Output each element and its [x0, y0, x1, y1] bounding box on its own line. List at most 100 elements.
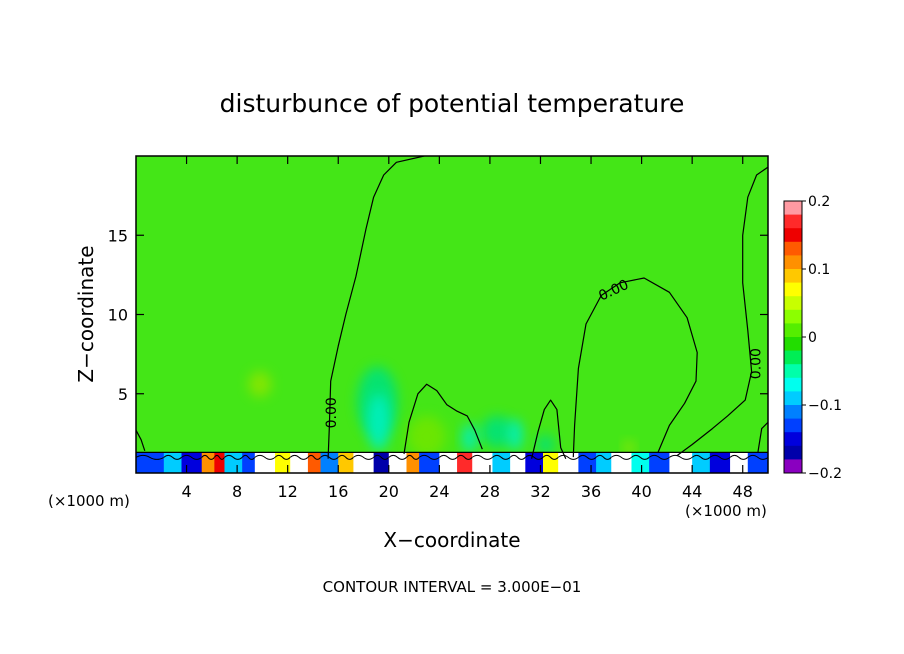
surface-cell: [353, 452, 375, 473]
surface-contour: [320, 454, 339, 460]
colorbar-swatch: [784, 228, 802, 243]
surface-contour: [241, 454, 256, 460]
x-tick-label: 8: [232, 482, 242, 501]
surface-contour: [373, 454, 390, 460]
plot-area: 0.000.000.00 4 8 12 16 20 24 28 32 36 40 44 48 5101…: [108, 155, 769, 501]
surface-cell: [338, 452, 355, 473]
colorbar-swatch: [784, 282, 802, 297]
colorbar-swatch: [784, 337, 802, 351]
surface-cell: [201, 452, 215, 473]
contour-line: [572, 277, 698, 458]
colorbar-swatch: [784, 201, 802, 215]
surface-contour: [509, 454, 526, 460]
colorbar-swatch: [784, 391, 802, 406]
anomaly-blob: [481, 415, 514, 448]
x-tick-label: 4: [181, 482, 191, 501]
contour-line: [327, 156, 425, 459]
surface-cell: [406, 452, 420, 473]
surface-contour: [337, 454, 354, 460]
surface-cell: [558, 452, 579, 473]
colorbar-swatch: [784, 323, 802, 338]
surface-contour: [669, 454, 693, 460]
colorbar-swatch: [784, 269, 802, 283]
colorbar-tick-label: −0.2: [808, 466, 842, 482]
contour-line: [676, 166, 768, 457]
surface-contour: [254, 454, 276, 460]
surface-contour: [729, 454, 749, 460]
contour-label: 0.00: [324, 397, 340, 428]
surface-contour: [388, 454, 407, 460]
surface-cell: [388, 452, 408, 473]
surface-cell: [419, 452, 440, 473]
surface-contour: [163, 454, 182, 460]
surface-contour: [406, 454, 420, 460]
field-anomalies: [248, 366, 635, 458]
surface-cell: [275, 452, 291, 473]
surface-contour: [213, 454, 225, 460]
contour-interval-note: CONTOUR INTERVAL = 3.000E−01: [323, 578, 582, 596]
boundary-layer: [136, 451, 768, 473]
surface-cell: [136, 452, 165, 473]
colorbar-swatch: [784, 309, 802, 324]
surface-cell: [631, 452, 650, 473]
colorbar-tick-label: 0.1: [808, 262, 830, 278]
x-tick-label: 40: [631, 482, 651, 501]
surface-contour: [439, 454, 458, 460]
colorbar-tick-label: −0.1: [808, 398, 842, 414]
surface-cell: [596, 452, 612, 473]
surface-cell: [543, 452, 559, 473]
surface-contour: [691, 454, 711, 460]
colorbar-tick-label: 0.2: [808, 194, 830, 210]
surface-contour: [181, 454, 203, 460]
colorbar-swatch: [784, 432, 802, 447]
colorbar-tick-label: 0: [808, 330, 817, 346]
surface-cell: [492, 452, 511, 473]
surface-contour: [557, 454, 579, 460]
x-unit-right: (×1000 m): [685, 502, 767, 520]
colorbar-swatch: [784, 418, 802, 433]
surface-contour: [136, 454, 165, 460]
surface-contour: [418, 454, 440, 460]
contour-line: [757, 421, 768, 453]
colorbar-swatch: [784, 405, 802, 419]
surface-contour: [224, 454, 243, 460]
x-tick-label: 32: [530, 482, 550, 501]
contour-line: [531, 399, 567, 459]
x-tick-label: 16: [328, 482, 348, 501]
surface-cell: [320, 452, 339, 473]
y-tick-label: 15: [108, 226, 128, 245]
contour-lines: [136, 156, 768, 459]
x-tick-label: 20: [379, 482, 399, 501]
surface-cell: [525, 452, 544, 473]
surface-cell: [254, 452, 276, 473]
chart-title: disturbunce of potential temperature: [220, 89, 685, 118]
surface-cell: [472, 452, 494, 473]
anomaly-blob: [407, 415, 446, 458]
surface-cell: [611, 452, 633, 473]
anomaly-blob: [507, 419, 523, 451]
contour-label: 0.00: [749, 348, 765, 379]
surface-contour: [542, 454, 559, 460]
x-tick-label: 12: [278, 482, 298, 501]
x-tick-label: 24: [429, 482, 449, 501]
surface-contour: [747, 454, 768, 460]
surface-cell: [373, 452, 390, 473]
surface-cell: [692, 452, 711, 473]
colorbar-swatch: [784, 350, 802, 365]
surface-contour: [578, 454, 597, 460]
anomaly-blob: [462, 423, 478, 453]
x-tick-label: 44: [682, 482, 702, 501]
surface-contour: [471, 454, 493, 460]
colorbar-swatch: [784, 296, 802, 311]
surface-cell: [163, 452, 183, 473]
x-axis-label: X−coordinate: [383, 528, 520, 552]
x-tick-label: 28: [480, 482, 500, 501]
colorbar-swatch: [784, 241, 802, 256]
colorbar-swatch: [784, 364, 802, 379]
surface-cell: [224, 452, 243, 473]
surface-contour: [456, 454, 473, 460]
surface-cell: [649, 452, 671, 473]
contour-line: [403, 383, 483, 455]
surface-contour: [289, 454, 309, 460]
surface-contour: [353, 454, 374, 460]
